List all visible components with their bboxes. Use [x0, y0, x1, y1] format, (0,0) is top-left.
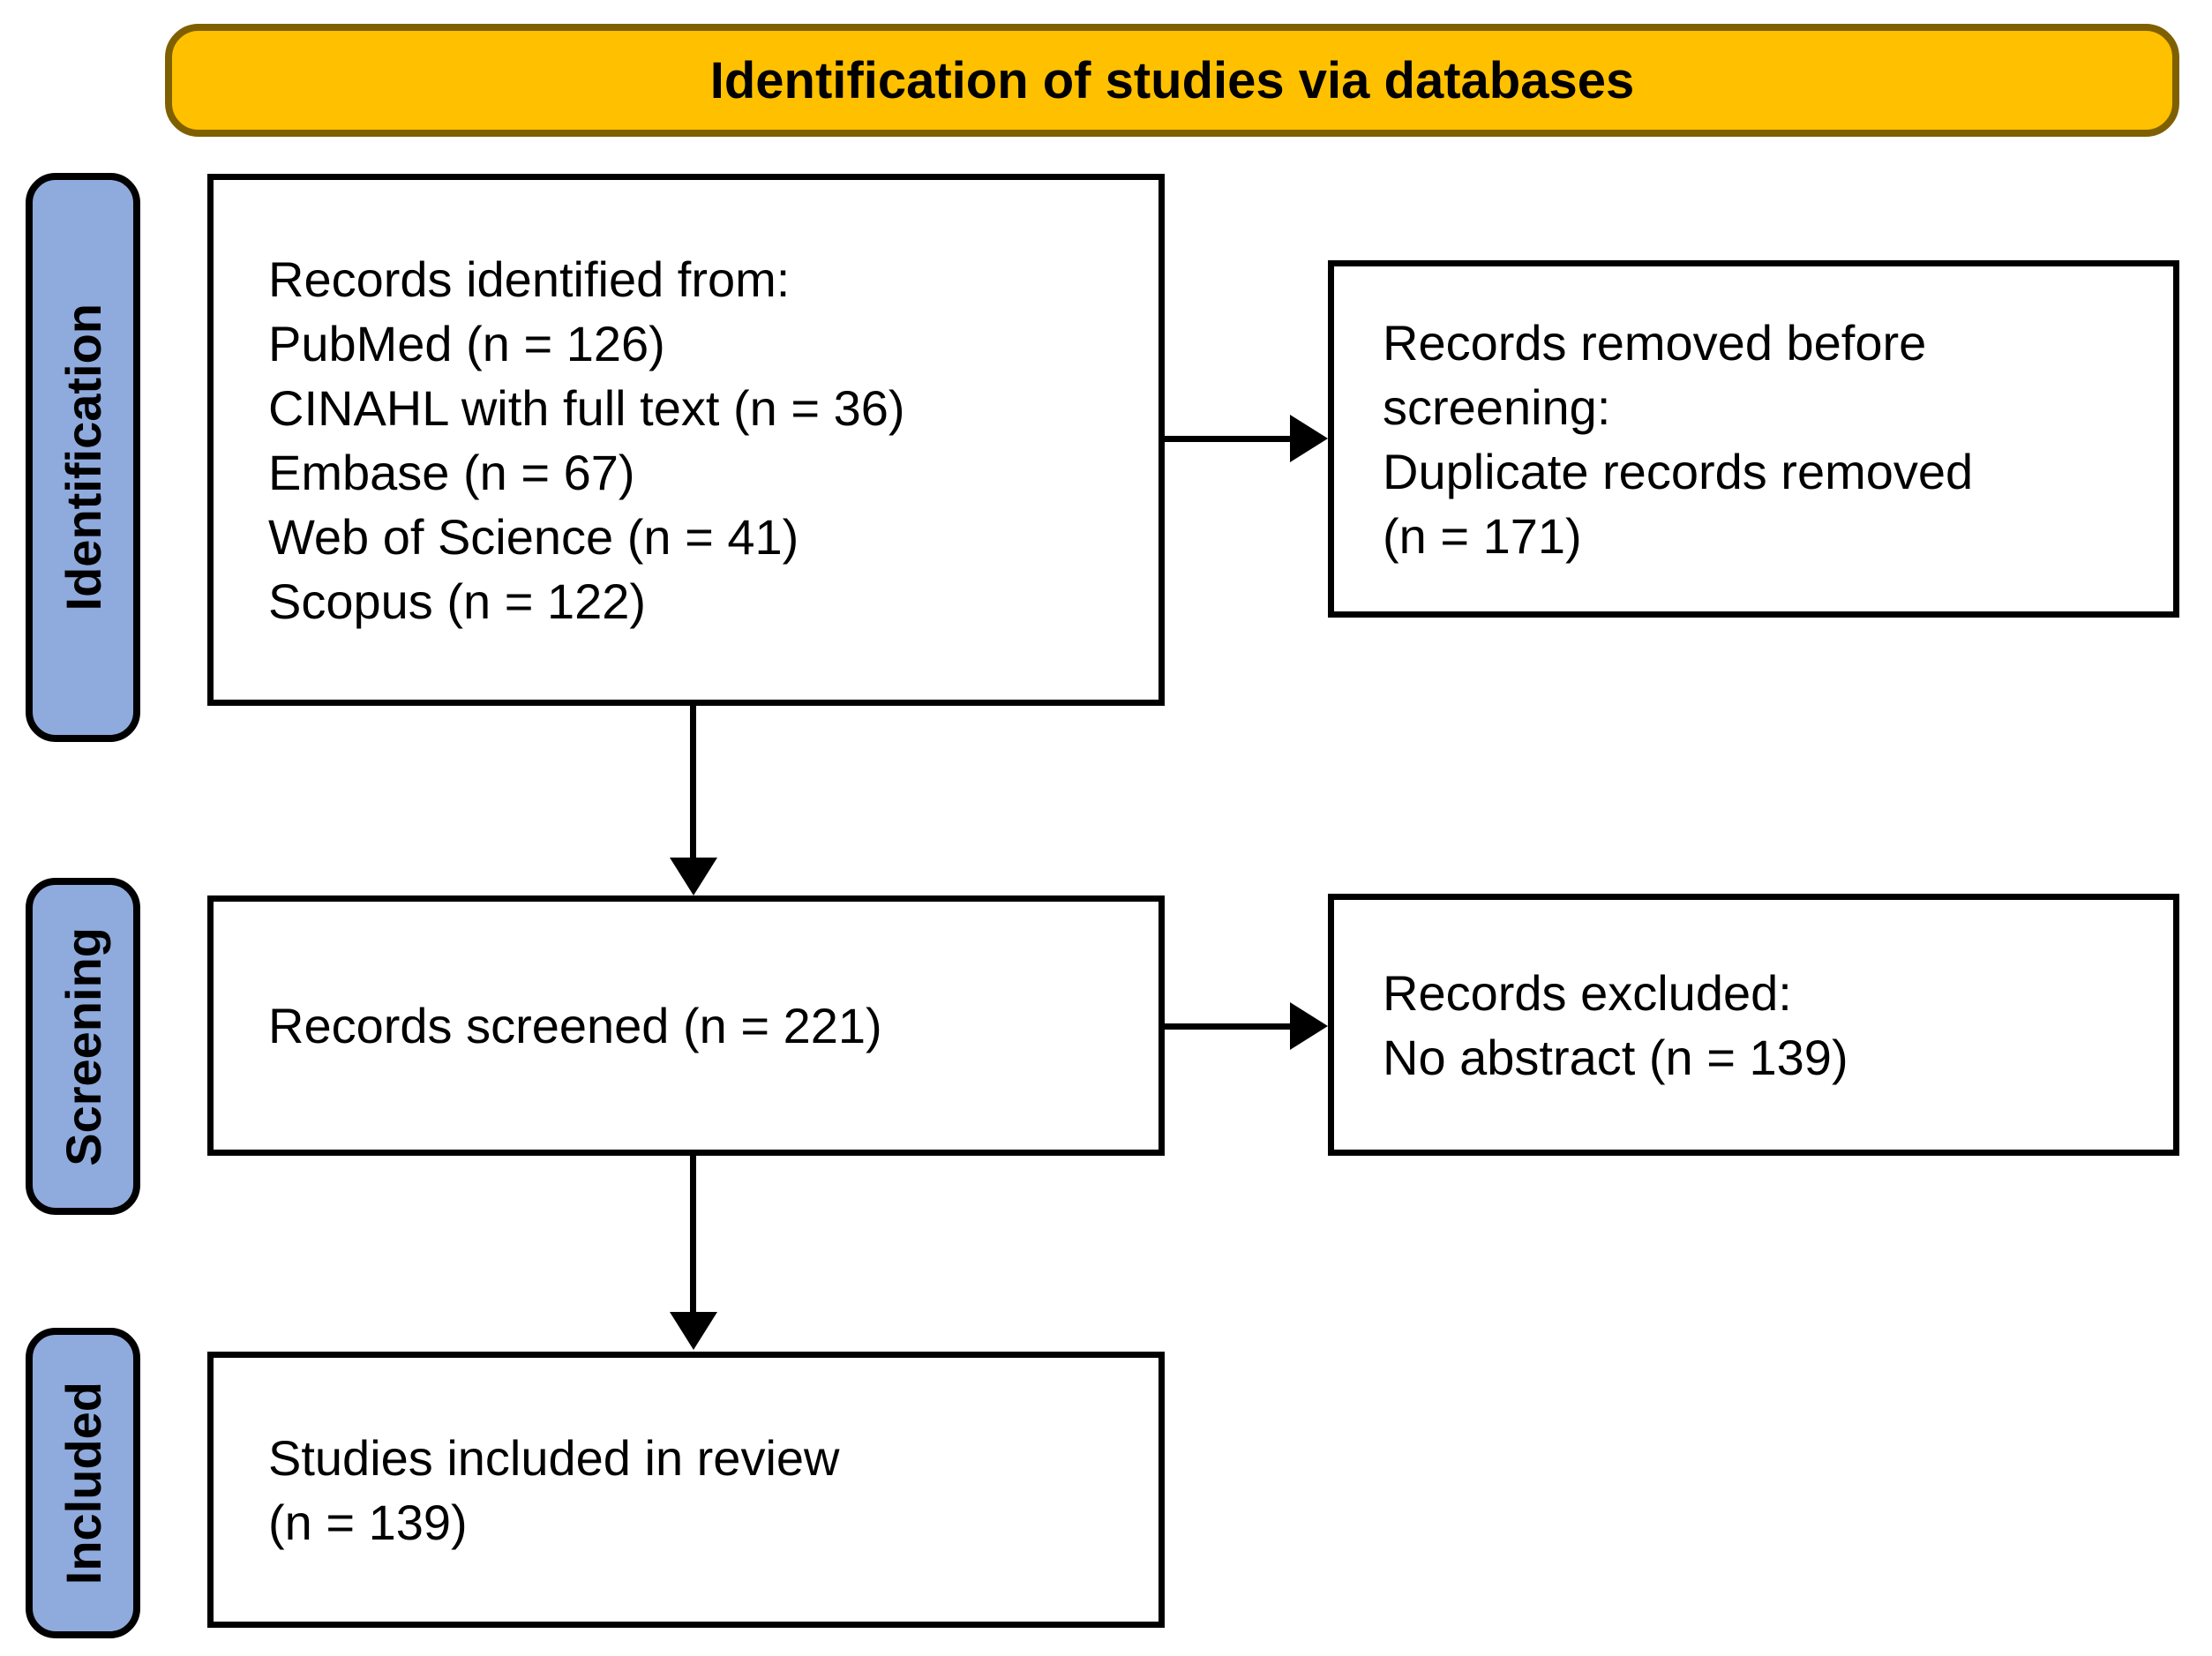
box-records-removed-line: screening:: [1383, 378, 1611, 435]
box-studies-included-line: Studies included in review: [268, 1429, 840, 1486]
arrow-identified-to-removed-head-icon: [1290, 415, 1328, 462]
box-records-excluded-line: Records excluded:: [1383, 964, 1792, 1021]
box-records-screened: Records screened (n = 221): [207, 895, 1165, 1156]
box-studies-included: Studies included in review (n = 139): [207, 1352, 1165, 1628]
stage-label-identification: Identification: [26, 173, 140, 742]
box-records-excluded: Records excluded: No abstract (n = 139): [1328, 894, 2179, 1156]
box-records-identified-line: PubMed (n = 126): [268, 315, 665, 371]
box-records-identified-line: Scopus (n = 122): [268, 573, 647, 629]
arrow-screened-to-included-shaft: [690, 1156, 696, 1315]
box-records-identified-line: Records identified from:: [268, 251, 791, 307]
box-records-removed: Records removed before screening: Duplic…: [1328, 260, 2179, 618]
box-records-identified: Records identified from: PubMed (n = 126…: [207, 174, 1165, 706]
box-records-excluded-line: No abstract (n = 139): [1383, 1029, 1848, 1085]
box-records-screened-line: Records screened (n = 221): [268, 998, 882, 1053]
diagram-title: Identification of studies via databases: [709, 51, 1635, 109]
stage-label-screening: Screening: [26, 878, 140, 1215]
arrow-screened-to-excluded-shaft: [1165, 1023, 1293, 1030]
box-records-removed-line: Duplicate records removed: [1383, 443, 1974, 499]
header-banner: Identification of studies via databases: [165, 24, 2179, 137]
box-records-identified-line: Web of Science (n = 41): [268, 508, 799, 565]
stage-label-identification-text: Identification: [55, 303, 111, 611]
box-studies-included-line: (n = 139): [268, 1494, 468, 1550]
arrow-screened-to-excluded-head-icon: [1290, 1002, 1328, 1050]
arrow-screened-to-included-head-icon: [670, 1312, 717, 1350]
stage-label-included: Included: [26, 1328, 140, 1638]
stage-label-included-text: Included: [55, 1381, 111, 1585]
arrow-identified-to-removed-shaft: [1165, 436, 1293, 442]
stage-label-screening-text: Screening: [55, 926, 111, 1166]
arrow-identified-to-screened-head-icon: [670, 858, 717, 895]
box-records-identified-line: CINAHL with full text (n = 36): [268, 379, 905, 436]
box-records-removed-line: Records removed before: [1383, 314, 1927, 371]
box-records-identified-line: Embase (n = 67): [268, 444, 635, 500]
arrow-identified-to-screened-shaft: [690, 706, 696, 861]
box-records-removed-line: (n = 171): [1383, 507, 1582, 564]
